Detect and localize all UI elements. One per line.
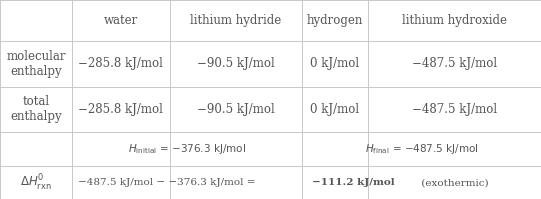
Text: 0 kJ/mol: 0 kJ/mol: [311, 57, 359, 70]
Text: −285.8 kJ/mol: −285.8 kJ/mol: [78, 103, 163, 116]
Text: −487.5 kJ/mol: −487.5 kJ/mol: [412, 103, 497, 116]
Text: 0 kJ/mol: 0 kJ/mol: [311, 103, 359, 116]
Text: water: water: [104, 14, 138, 27]
Text: molecular
enthalpy: molecular enthalpy: [6, 50, 65, 78]
Text: $\mathit{H}_{\mathrm{final}}$ = −487.5 kJ/mol: $\mathit{H}_{\mathrm{final}}$ = −487.5 k…: [365, 142, 478, 156]
Text: $\Delta H^0_{\mathrm{rxn}}$: $\Delta H^0_{\mathrm{rxn}}$: [20, 173, 52, 193]
Text: lithium hydride: lithium hydride: [190, 14, 281, 27]
Text: −487.5 kJ/mol: −487.5 kJ/mol: [412, 57, 497, 70]
Text: −90.5 kJ/mol: −90.5 kJ/mol: [197, 57, 275, 70]
Text: total
enthalpy: total enthalpy: [10, 96, 62, 123]
Text: (exothermic): (exothermic): [418, 178, 489, 187]
Text: −487.5 kJ/mol − −376.3 kJ/mol =: −487.5 kJ/mol − −376.3 kJ/mol =: [78, 178, 259, 187]
Text: −90.5 kJ/mol: −90.5 kJ/mol: [197, 103, 275, 116]
Text: −285.8 kJ/mol: −285.8 kJ/mol: [78, 57, 163, 70]
Text: lithium hydroxide: lithium hydroxide: [402, 14, 507, 27]
Text: $\mathit{H}_{\mathrm{initial}}$ = −376.3 kJ/mol: $\mathit{H}_{\mathrm{initial}}$ = −376.3…: [128, 142, 246, 156]
Text: hydrogen: hydrogen: [307, 14, 363, 27]
Text: −111.2 kJ/mol: −111.2 kJ/mol: [312, 178, 394, 187]
